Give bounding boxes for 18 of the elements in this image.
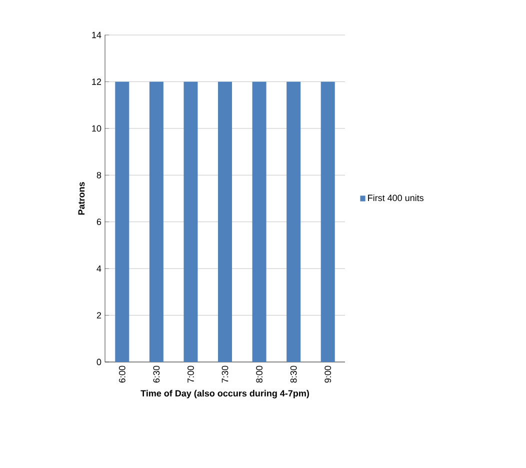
y-tick-label: 8 — [96, 172, 102, 178]
y-tick-label: 10 — [92, 125, 102, 132]
y-tick-label: 4 — [96, 265, 102, 272]
x-tick-label: 7:30 — [222, 366, 228, 383]
x-tick-label: 8:00 — [256, 366, 262, 383]
x-tick-label: 8:30 — [290, 366, 297, 383]
x-tick-label: 9:00 — [324, 366, 332, 383]
y-axis-title: Patrons — [78, 182, 85, 215]
x-tick-label: 6:00 — [118, 366, 126, 383]
y-tick-label: 0 — [96, 358, 102, 366]
y-tick-label: 2 — [96, 312, 102, 318]
y-tick-label: 6 — [96, 218, 102, 226]
legend-label: First 400 units — [368, 194, 424, 202]
y-tick-label: 14 — [92, 32, 102, 38]
x-axis-title: Time of Day (also occurs during 4-7pm) — [140, 390, 309, 398]
x-tick-label: 7:00 — [188, 366, 194, 383]
y-tick-label: 12 — [92, 78, 102, 85]
x-tick-label: 6:30 — [153, 366, 160, 383]
